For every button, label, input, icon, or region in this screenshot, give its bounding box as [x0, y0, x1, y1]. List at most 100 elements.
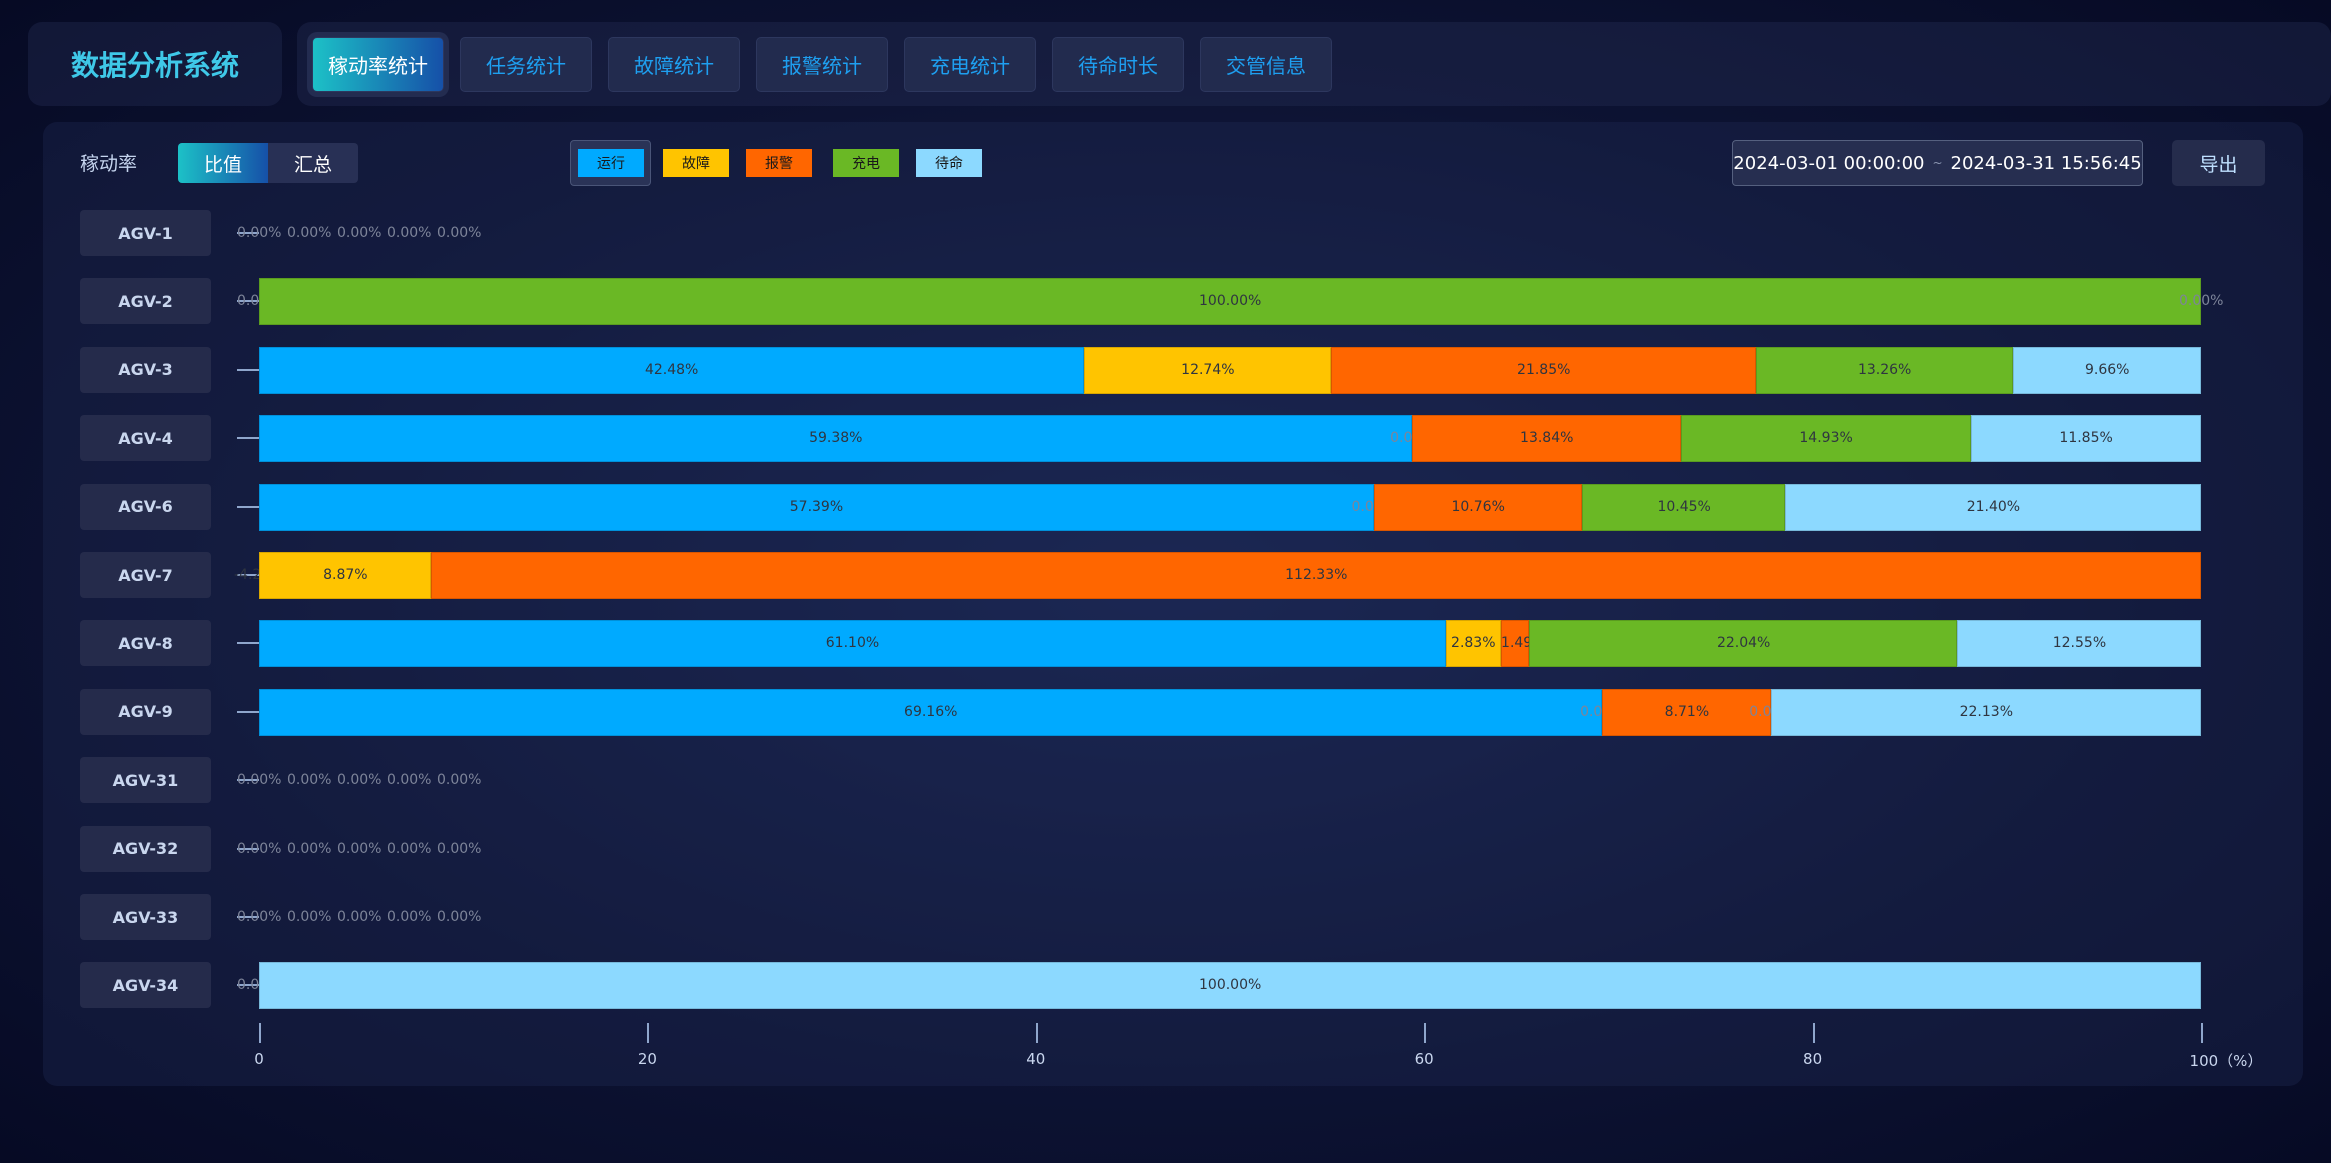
bar-data-label: 12.74%	[1181, 361, 1235, 378]
bar-data-label: 100.00%	[1199, 293, 1262, 310]
y-axis-tick	[237, 232, 259, 234]
bar-segment-AGV-2-充电[interactable]	[259, 278, 2201, 326]
y-axis-tick	[237, 642, 259, 645]
bar-data-label: 0.00%	[237, 225, 282, 241]
x-axis-tick-label: 60	[1414, 1050, 1434, 1068]
bar-data-label: 2.83%	[1451, 635, 1496, 652]
y-axis-tick	[237, 916, 259, 918]
bar-data-label: 0.00%	[287, 225, 332, 241]
bar-segment-AGV-9-运行[interactable]	[259, 688, 1603, 736]
tab-1[interactable]: 任务统计	[460, 37, 592, 92]
bar-segment-AGV-6-充电[interactable]	[1582, 483, 1786, 531]
mode-ratio-button[interactable]: 比值	[178, 143, 268, 183]
bar-segment-AGV-3-待命[interactable]	[2013, 346, 2201, 394]
export-button[interactable]: 导出	[2172, 140, 2265, 186]
bar-segment-AGV-6-报警[interactable]	[1373, 483, 1583, 531]
bar-segment-AGV-34-待命[interactable]	[259, 962, 2201, 1010]
bar-data-label: 0.00%	[287, 840, 332, 857]
row-label: AGV-3	[80, 346, 211, 393]
row-label: AGV-34	[80, 962, 211, 1009]
bar-data-label: 0.00%	[337, 225, 382, 241]
bar-segment-AGV-7-报警[interactable]	[431, 552, 2201, 599]
bar-data-label: 0.00%	[437, 225, 482, 241]
bar-segment-AGV-4-运行[interactable]	[259, 415, 1413, 463]
bar-data-label: 61.10%	[825, 635, 880, 652]
bar-data-label: 42.48%	[644, 361, 699, 378]
bar-data-label: 0.00%	[237, 909, 282, 925]
bar-data-label: 0.00%	[387, 909, 432, 925]
bar-data-label: 8.71%	[1664, 703, 1710, 720]
date-range-picker[interactable]: 2024-03-01 00:00:00 ~ 2024-03-31 15:56:4…	[1732, 140, 2143, 186]
date-start: 2024-03-01 00:00:00	[1733, 152, 1925, 174]
y-axis-tick	[237, 368, 259, 371]
bar-data-label: 0.00%	[387, 225, 432, 241]
row-label: AGV-7	[80, 552, 211, 598]
tab-0[interactable]: 稼动率统计	[312, 37, 444, 92]
bar-segment-AGV-4-待命[interactable]	[1970, 415, 2201, 463]
bar-data-label: 57.39%	[789, 498, 844, 515]
y-axis-tick	[237, 779, 259, 782]
tab-5[interactable]: 待命时长	[1052, 37, 1184, 92]
bar-data-label: 10.45%	[1657, 498, 1711, 515]
bar-data-label: 22.13%	[1959, 703, 2013, 720]
bar-segment-AGV-9-报警[interactable]	[1602, 688, 1772, 736]
legend-item-3[interactable]: 充电	[833, 149, 899, 177]
row-label: AGV-33	[80, 894, 211, 940]
bar-data-label: 0.00%	[237, 772, 282, 789]
bar-data-label: 14.93%	[1799, 430, 1853, 447]
bar-data-label: 0.00%	[287, 909, 332, 925]
bar-data-label: 12.55%	[2052, 635, 2107, 652]
legend-item-2[interactable]: 报警	[746, 149, 812, 177]
bar-data-label: 0.00%	[337, 909, 382, 925]
bar-segment-AGV-6-待命[interactable]	[1785, 483, 2201, 531]
bar-segment-AGV-3-充电[interactable]	[1755, 346, 2014, 394]
row-label: AGV-6	[80, 483, 211, 530]
bar-data-label: 21.85%	[1517, 361, 1571, 378]
tab-3[interactable]: 报警统计	[756, 37, 888, 92]
bar-data-label: 0.00%	[387, 840, 432, 857]
bar-segment-AGV-9-待命[interactable]	[1771, 688, 2201, 736]
y-axis-tick	[237, 437, 259, 440]
bar-data-label: 13.84%	[1520, 430, 1574, 447]
legend-item-1[interactable]: 故障	[663, 149, 729, 177]
bar-segment-AGV-3-故障[interactable]	[1083, 346, 1332, 394]
row-label: AGV-31	[80, 757, 211, 804]
bar-segment-AGV-8-报警[interactable]	[1500, 620, 1530, 668]
y-axis-tick	[237, 574, 259, 576]
bar-data-label: 0.00%	[437, 909, 482, 925]
bar-segment-AGV-3-运行[interactable]	[259, 346, 1084, 394]
y-axis-tick	[237, 847, 259, 850]
bar-data-label: 0.00%	[337, 840, 382, 857]
bar-data-label: 69.16%	[904, 703, 958, 720]
y-axis-tick	[237, 505, 259, 508]
legend-item-4[interactable]: 待命	[916, 149, 982, 177]
bar-segment-AGV-4-充电[interactable]	[1680, 415, 1971, 463]
x-axis-tick	[1812, 1023, 1815, 1043]
bar-segment-AGV-8-运行[interactable]	[259, 620, 1446, 668]
bar-data-label: 13.26%	[1857, 361, 1912, 378]
bar-data-label: 0.00%	[337, 772, 382, 789]
bar-data-label: 9.66%	[2085, 361, 2130, 378]
mode-summary-button[interactable]: 汇总	[268, 143, 358, 183]
bar-data-label: 59.38%	[809, 430, 863, 447]
bar-segment-AGV-8-待命[interactable]	[1957, 620, 2201, 668]
bar-segment-AGV-8-充电[interactable]	[1529, 620, 1958, 668]
x-axis-tick	[1035, 1023, 1038, 1043]
row-label: AGV-9	[80, 688, 211, 735]
bar-segment-AGV-7-故障[interactable]	[259, 552, 432, 599]
bar-data-label: 0.00%	[387, 772, 432, 789]
legend-item-0[interactable]: 运行	[578, 149, 644, 177]
app-title: 数据分析系统	[28, 22, 282, 106]
metric-label: 稼动率	[80, 153, 138, 175]
tab-6[interactable]: 交管信息	[1200, 37, 1332, 92]
bar-segment-AGV-3-报警[interactable]	[1331, 346, 1756, 394]
tab-4[interactable]: 充电统计	[904, 37, 1036, 92]
x-axis-tick	[1424, 1023, 1427, 1043]
x-axis-tick	[259, 1023, 261, 1043]
tab-2[interactable]: 故障统计	[608, 37, 740, 92]
bar-segment-AGV-8-故障[interactable]	[1445, 620, 1501, 668]
row-label: AGV-32	[80, 825, 211, 872]
bar-segment-AGV-4-报警[interactable]	[1412, 415, 1681, 463]
main-panel	[43, 122, 2303, 1086]
bar-segment-AGV-6-运行[interactable]	[259, 483, 1374, 531]
